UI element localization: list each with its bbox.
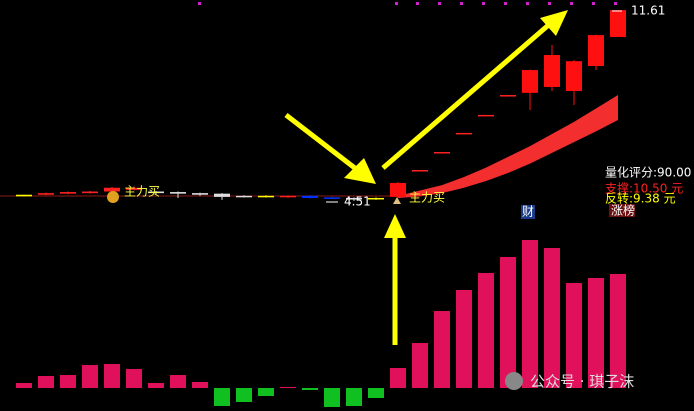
candle-body	[346, 197, 362, 200]
buy-label: 主力买	[409, 191, 445, 205]
candle-body	[610, 10, 626, 37]
candle-body	[16, 194, 32, 197]
top-dots	[198, 2, 617, 5]
histogram-bar	[390, 368, 406, 388]
candle-body	[280, 195, 296, 198]
candle-body	[126, 187, 142, 190]
histogram-bar	[38, 376, 54, 388]
finance: 财	[522, 205, 534, 219]
candle-body	[258, 195, 274, 198]
reversal: 反转:9.38 元	[605, 191, 676, 206]
candle-body	[82, 191, 98, 194]
candle-body	[214, 193, 230, 197]
candle-body	[478, 114, 494, 117]
buy-icon	[107, 191, 119, 203]
candle-body	[544, 54, 560, 87]
low-label: 4.51	[344, 195, 371, 209]
histogram-bar	[148, 383, 164, 388]
histogram-bar	[258, 388, 274, 396]
histogram-bar	[280, 387, 296, 388]
candle-body	[60, 192, 76, 194]
histogram-bar	[588, 278, 604, 388]
rank-box	[609, 204, 635, 217]
histogram-bar	[544, 248, 560, 388]
histogram-bar	[16, 383, 32, 388]
histogram-bar	[236, 388, 252, 402]
rank: 涨榜	[611, 203, 635, 218]
candle-body	[566, 61, 582, 91]
histogram-bar	[412, 343, 428, 388]
high-label: 11.61	[631, 4, 665, 18]
candle-body	[170, 192, 186, 194]
histogram-bar	[192, 382, 208, 388]
candle-body	[38, 193, 54, 195]
histogram-bar	[500, 257, 516, 388]
candle-body	[412, 170, 428, 172]
candle-body	[456, 132, 472, 135]
buy-label: 主力买	[124, 185, 160, 199]
histogram-bar	[126, 369, 142, 388]
histogram-bar	[82, 365, 98, 388]
candle-body	[192, 193, 208, 195]
finance-box	[521, 205, 535, 219]
buy-icon	[393, 197, 401, 204]
candle-body	[500, 95, 516, 97]
watermark-icon	[505, 372, 523, 390]
histogram-bar	[324, 388, 340, 407]
histogram-bar	[522, 240, 538, 388]
arrows	[284, 10, 568, 345]
candle-body	[368, 197, 384, 200]
histogram-bar	[456, 290, 472, 388]
histogram-bar	[170, 375, 186, 388]
histogram-bar	[60, 375, 76, 388]
candle-body	[324, 197, 340, 199]
histogram-bar	[104, 364, 120, 388]
marks	[16, 10, 626, 407]
histogram-bar	[434, 311, 450, 388]
candle-body	[236, 195, 252, 198]
histogram-bar	[346, 388, 362, 406]
candle-body	[104, 187, 120, 192]
candle-body	[434, 152, 450, 154]
candle-body	[302, 195, 318, 198]
histogram-bar	[368, 388, 384, 398]
histogram-bar	[214, 388, 230, 406]
candle-body	[148, 191, 164, 194]
candle-body	[522, 70, 538, 93]
score: 量化评分:90.00	[605, 166, 691, 180]
support: 支撑:10.50 元	[605, 181, 683, 196]
histogram-bar	[302, 388, 318, 390]
histogram-bar	[610, 274, 626, 388]
watermark: 公众号 · 琪子沫	[530, 373, 634, 391]
histogram-bar	[566, 283, 582, 388]
histogram-bar	[478, 273, 494, 388]
candle-body	[390, 182, 406, 197]
candle-body	[588, 35, 604, 67]
